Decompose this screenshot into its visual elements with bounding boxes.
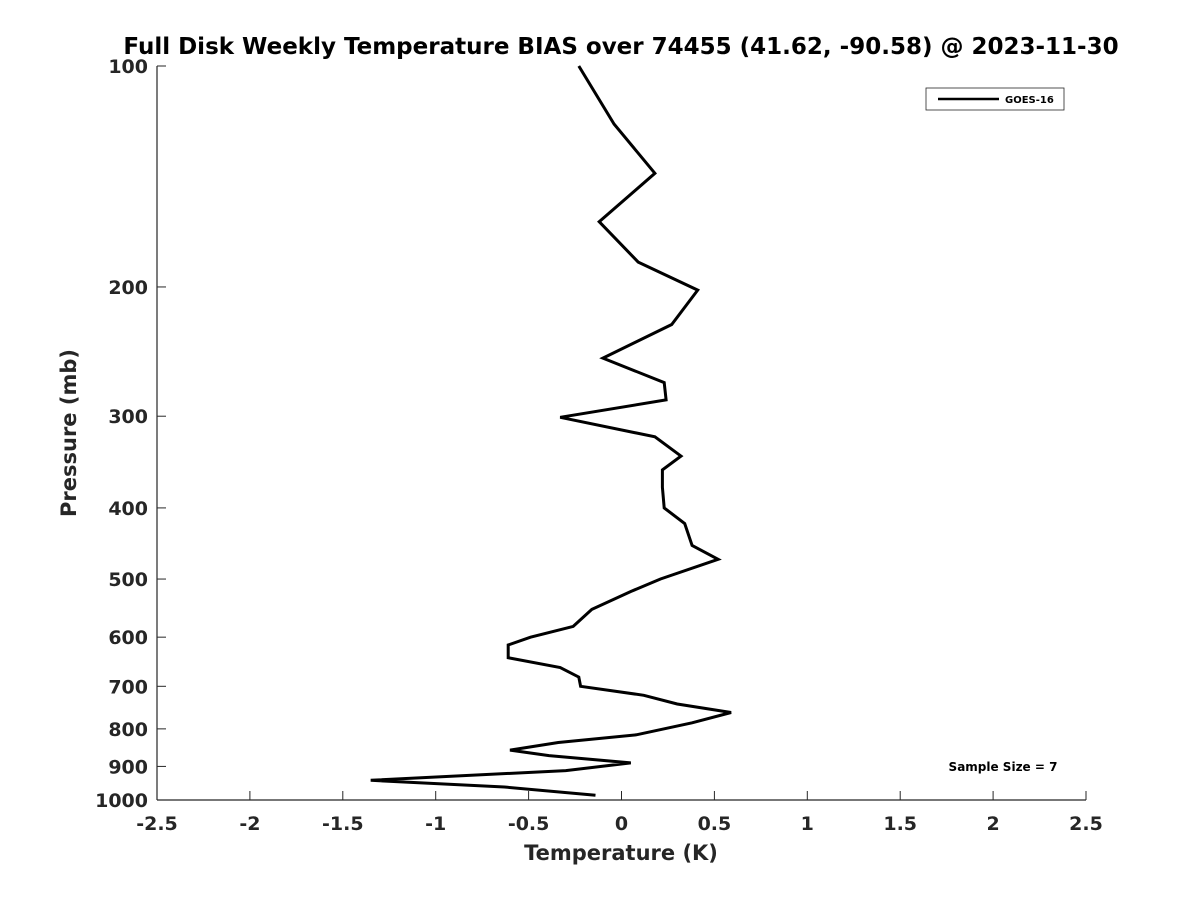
y-tick-label: 400 — [108, 498, 148, 520]
x-tick-label: 1.5 — [883, 813, 917, 835]
chart-title: Full Disk Weekly Temperature BIAS over 7… — [123, 34, 1118, 60]
x-tick-label: 0.5 — [698, 813, 732, 835]
y-axis-ticks: 100 200 300 400 500 600 700 800 900 1000 — [95, 56, 166, 812]
y-tick-label: 600 — [108, 627, 148, 649]
x-tick-label: -1.5 — [322, 813, 364, 835]
y-tick-label: 100 — [108, 56, 148, 78]
x-tick-label: 2.5 — [1069, 813, 1103, 835]
y-tick-label: 900 — [108, 756, 148, 778]
y-tick-label: 700 — [108, 676, 148, 698]
y-tick-label: 500 — [108, 569, 148, 591]
x-tick-label: -2 — [239, 813, 260, 835]
x-tick-label: 2 — [986, 813, 999, 835]
x-tick-label: -2.5 — [136, 813, 178, 835]
legend-label-goes-16: GOES-16 — [1005, 95, 1054, 106]
y-tick-label: 300 — [108, 406, 148, 428]
sample-size-annotation: Sample Size = 7 — [949, 760, 1058, 774]
x-tick-label: 1 — [801, 813, 814, 835]
series-layer — [370, 65, 732, 797]
x-tick-label: 0 — [615, 813, 628, 835]
y-tick-label: 1000 — [95, 790, 148, 812]
y-tick-label: 200 — [108, 277, 148, 299]
x-tick-label: -1 — [425, 813, 446, 835]
series-line-goes-16 — [370, 65, 732, 797]
x-tick-label: -0.5 — [508, 813, 550, 835]
y-tick-label: 800 — [108, 719, 148, 741]
y-axis-label: Pressure (mb) — [57, 349, 81, 517]
plot-axes — [156, 66, 1086, 801]
legend: GOES-16 — [925, 87, 1065, 111]
x-axis-ticks: -2.5 -2 -1.5 -1 -0.5 0 0.5 1 1.5 2 2.5 — [136, 791, 1103, 835]
x-axis-label: Temperature (K) — [524, 841, 718, 865]
